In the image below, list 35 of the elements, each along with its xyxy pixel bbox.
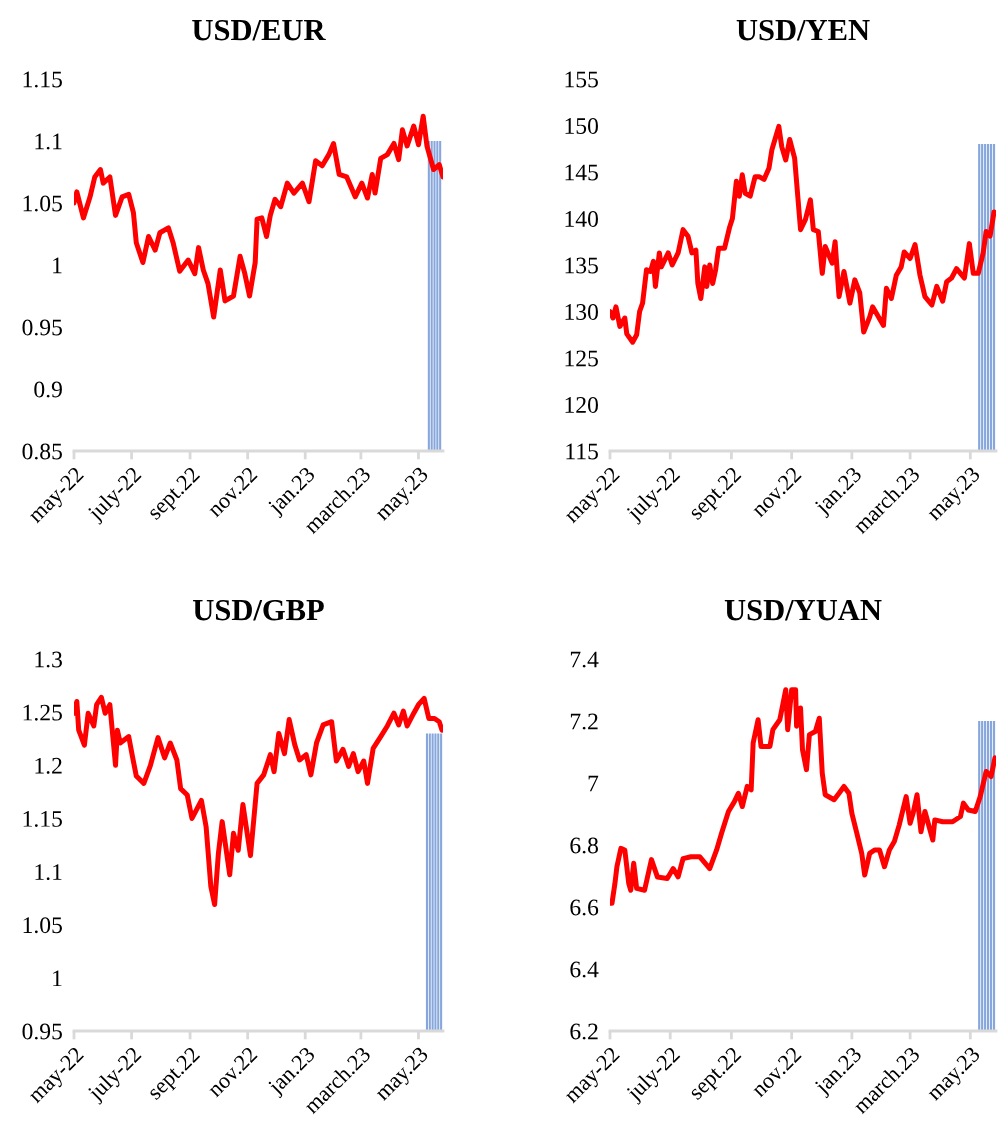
y-tick-label: 7.2 [570, 713, 598, 730]
y-tick-label: 0.9 [34, 381, 62, 398]
y-tick-label: 1.25 [23, 704, 62, 721]
y-tick-label: 140 [565, 210, 598, 227]
y-tick-label: 7 [588, 775, 599, 792]
y-tick-label: 6.8 [570, 837, 598, 854]
y-tick-label: 125 [565, 350, 598, 367]
y-tick-label: 135 [565, 257, 598, 274]
y-tick-label: 155 [565, 71, 598, 88]
chart-title: USD/GBP [193, 599, 324, 621]
y-tick-label: 115 [566, 443, 598, 460]
y-tick-label: 0.95 [22, 1023, 62, 1040]
y-tick-label: 0.95 [22, 319, 62, 336]
y-tick-label: 130 [565, 303, 598, 320]
y-tick-label: 120 [565, 396, 598, 413]
y-tick-label: 6.2 [570, 1023, 598, 1040]
y-tick-label: 1.15 [23, 811, 62, 827]
y-tick-label: 1.05 [23, 195, 62, 212]
y-tick-label: 150 [565, 117, 598, 134]
y-tick-label: 145 [565, 164, 598, 181]
y-tick-label: 1.1 [35, 864, 62, 881]
y-tick-label: 6.6 [570, 899, 599, 916]
chart-title: USD/YEN [736, 19, 870, 41]
y-tick-label: 7.4 [570, 651, 599, 668]
y-tick-label: 1.3 [35, 651, 62, 668]
chart-title: USD/EUR [192, 19, 326, 41]
y-tick-label: 1.1 [35, 133, 62, 150]
y-tick-label: 1 [53, 970, 62, 987]
y-tick-label: 0.85 [22, 443, 62, 460]
y-tick-label: 1.05 [23, 917, 62, 934]
y-tick-label: 6.4 [570, 961, 599, 978]
y-tick-label: 1.2 [35, 757, 62, 774]
y-tick-label: 1.15 [23, 71, 62, 88]
y-tick-label: 1 [53, 257, 62, 274]
chart-title: USD/YUAN [724, 599, 882, 621]
